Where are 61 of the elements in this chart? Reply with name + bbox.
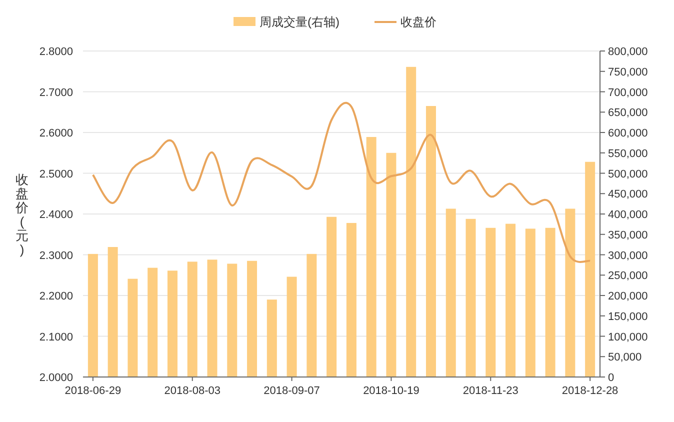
bar <box>426 106 436 377</box>
bar <box>187 262 198 377</box>
x-tick-label: 2018-12-28 <box>562 385 618 397</box>
y2-tick-label: 200,000 <box>608 290 648 302</box>
y2-tick-label: 100,000 <box>608 331 648 344</box>
y2-tick-label: 550,000 <box>608 148 648 160</box>
bar <box>446 208 456 377</box>
x-tick-label: 2018-11-23 <box>462 385 518 397</box>
bar <box>108 247 118 377</box>
bar <box>266 300 277 377</box>
bar <box>406 66 416 377</box>
bar <box>525 228 536 377</box>
y-tick-label: 2.5000 <box>39 168 73 180</box>
y2-tick-label: 450,000 <box>608 188 648 201</box>
bar <box>545 228 556 377</box>
y2-tick-label: 400,000 <box>608 209 648 221</box>
x-tick-label: 2018-09-07 <box>264 385 320 397</box>
y-tick-label: 2.2000 <box>39 290 73 302</box>
x-tick-label: 2018-06-29 <box>64 385 122 397</box>
bar <box>207 260 218 377</box>
y2-tick-label: 600,000 <box>608 128 648 140</box>
bar <box>366 136 376 377</box>
bar <box>88 254 98 377</box>
y2-tick-label: 250,000 <box>608 270 648 282</box>
bar <box>306 254 317 377</box>
bar <box>565 208 576 377</box>
legend-label: 周成交量(右轴) <box>260 15 340 29</box>
bar <box>247 260 258 377</box>
y2-tick-label: 700,000 <box>608 86 648 99</box>
y2-tick-label: 750,000 <box>608 66 648 78</box>
y2-tick-label: 0 <box>608 372 614 384</box>
bar <box>346 222 356 377</box>
y2-tick-label: 150,000 <box>608 310 648 323</box>
y2-tick-label: 350,000 <box>608 229 648 242</box>
y2-tick-label: 300,000 <box>608 250 648 262</box>
legend-label: 收盘价 <box>400 15 436 29</box>
y-tick-label: 2.7000 <box>39 86 73 99</box>
y-tick-label: 2.0000 <box>39 372 73 384</box>
bar <box>148 268 158 377</box>
y-tick-label: 2.3000 <box>39 250 73 262</box>
bar <box>227 264 238 377</box>
y2-tick-label: 800,000 <box>608 46 648 58</box>
bar <box>585 162 596 377</box>
bar <box>466 218 476 377</box>
x-tick-label: 2018-08-03 <box>164 385 221 397</box>
y-tick-label: 2.4000 <box>39 209 73 221</box>
bar <box>486 228 496 377</box>
bar <box>386 152 396 377</box>
x-tick-label: 2018-10-19 <box>363 385 420 397</box>
y2-tick-label: 50,000 <box>608 352 642 364</box>
y-axis-title: 收盘价(元) <box>14 172 28 257</box>
y-tick-label: 2.1000 <box>39 331 73 344</box>
bar <box>326 216 337 377</box>
bar <box>506 224 516 377</box>
y2-tick-label: 500,000 <box>608 168 648 180</box>
y2-tick-label: 650,000 <box>608 107 648 120</box>
bar <box>128 278 138 377</box>
y-tick-label: 2.6000 <box>39 128 73 140</box>
bar <box>286 276 297 377</box>
y-tick-label: 2.8000 <box>39 46 73 58</box>
bar <box>167 270 178 377</box>
